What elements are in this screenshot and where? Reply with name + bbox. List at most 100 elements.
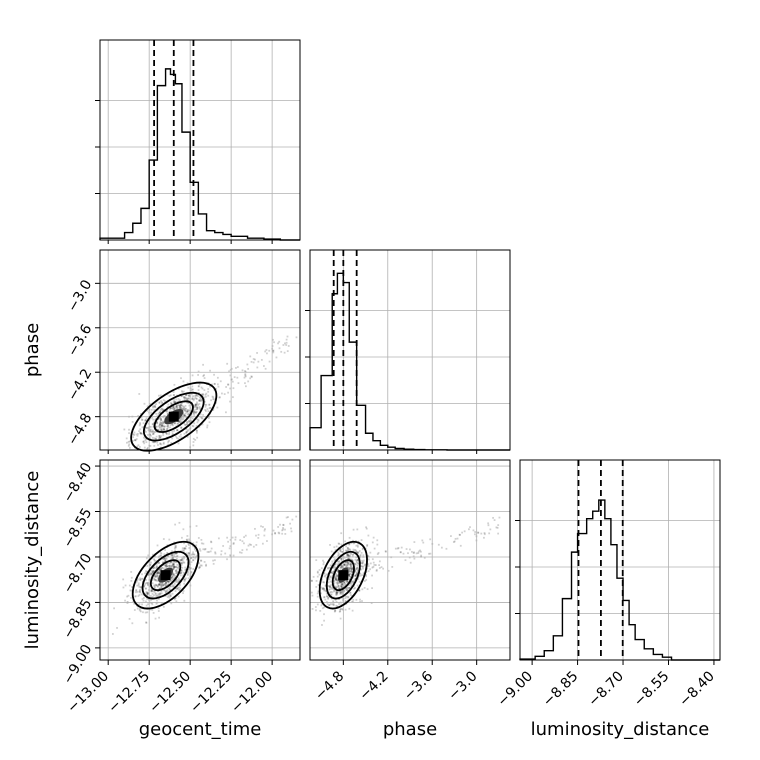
sample-point [179,433,182,436]
sample-point [210,541,213,544]
sample-point [143,585,146,588]
sample-point [344,560,347,563]
sample-point [159,417,162,420]
hist-panel-luminosity_distance [515,459,721,661]
sample-point [195,418,198,421]
sample-point [209,406,212,409]
sample-point [173,563,175,565]
sample-point [323,606,326,609]
sample-point [171,422,173,425]
sample-point [189,387,192,390]
sample-point [322,559,324,562]
sample-point [324,574,327,577]
sample-point [187,429,190,431]
sample-point [179,403,182,406]
sample-point [495,526,498,529]
sample-point [166,413,169,415]
sample-point [344,582,346,585]
sample-point [171,552,174,555]
sample-point [160,419,162,422]
sample-point [184,568,187,571]
sample-point [399,551,402,554]
sample-point [181,391,184,393]
sample-point [153,405,156,408]
sample-point [159,593,162,595]
sample-point [311,594,314,597]
sample-point [339,590,342,593]
sample-point [331,560,334,563]
sample-point [153,567,156,569]
sample-point [348,573,350,576]
sample-point [155,403,157,405]
sample-point [337,560,340,563]
sample-point [341,582,344,585]
sample-point [229,369,232,371]
sample-point [314,606,317,608]
sample-point [343,589,346,591]
sample-point [341,551,344,553]
sample-point [161,566,163,569]
sample-point [419,549,421,552]
sample-point [146,592,149,595]
sample-point [163,425,165,428]
sample-point [282,524,285,527]
sample-point [176,406,179,409]
sample-point [498,516,501,519]
sample-point [278,340,281,343]
sample-point [453,540,456,543]
sample-point [162,424,165,427]
sample-point [207,394,210,397]
sample-point [347,589,350,592]
sample-point [128,584,131,587]
sample-point [203,396,206,399]
sample-point [164,431,167,434]
sample-point [347,554,350,557]
sample-point [158,583,161,586]
sample-point [400,546,403,549]
sample-point [166,425,169,427]
sample-point [172,560,175,563]
sample-point [176,571,179,574]
sample-point [184,566,186,569]
sample-point [429,552,432,555]
sample-point [192,408,195,411]
sample-point [156,570,159,572]
sample-point [339,566,342,569]
sample-point [144,572,147,575]
sample-point [213,559,216,562]
sample-point [195,393,198,396]
sample-point [152,418,155,421]
sample-point [159,423,161,426]
sample-point [166,580,169,583]
sample-point [363,580,366,582]
sample-point [190,404,193,407]
sample-point [195,397,198,400]
sample-point [166,596,169,599]
contour-level [331,559,355,592]
sample-point [497,524,500,526]
sample-point [330,575,332,578]
sample-point [137,433,139,435]
sample-point [139,586,142,589]
sample-point [347,573,350,576]
sample-point [440,546,443,549]
sample-point [185,416,188,419]
sample-point [169,579,172,582]
sample-point [215,387,218,390]
sample-point [235,367,237,369]
sample-point [377,551,380,554]
sample-point [340,543,343,546]
sample-point [160,407,163,410]
sample-point [268,360,271,363]
sample-point [214,552,217,555]
sample-point [194,406,197,408]
sample-point [164,559,167,561]
sample-point [157,595,160,598]
sample-point [185,431,188,434]
sample-point [323,589,325,592]
sample-point [144,419,147,422]
sample-point [247,380,250,383]
sample-point [145,600,147,603]
sample-point [181,408,184,410]
sample-point [199,397,202,400]
